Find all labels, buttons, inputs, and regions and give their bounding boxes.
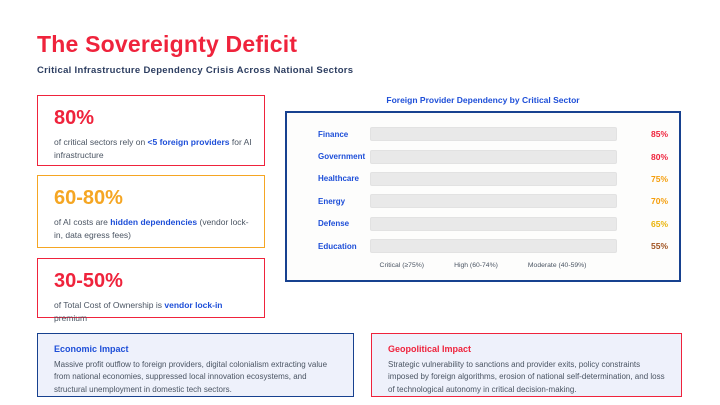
value-label: 55% <box>650 241 668 252</box>
stat-text-pre: of Total Cost of Ownership is <box>54 300 165 310</box>
stat-text-highlight: hidden dependencies <box>110 217 198 227</box>
bar-track <box>370 127 617 142</box>
category-label: Defense <box>318 219 350 229</box>
value-label: 80% <box>650 151 668 162</box>
impact-title: Economic Impact <box>54 344 129 354</box>
geopolitical-impact-panel: Geopolitical Impact Strategic vulnerabil… <box>371 333 682 397</box>
stat-text-post: (vendor lock-in, data egress fees) <box>54 217 249 241</box>
chart-title: Foreign Provider Dependency by Critical … <box>386 95 580 105</box>
stat-value: 30-50% <box>54 270 123 292</box>
stat-text-pre: of AI costs are <box>54 217 111 227</box>
stat-text-highlight: <5 foreign providers <box>147 137 230 147</box>
stat-text-highlight: vendor lock-in <box>164 300 223 310</box>
category-label: Healthcare <box>318 174 359 184</box>
chart-row-defense: Defense 65% <box>287 213 679 235</box>
category-label: Finance <box>318 129 349 139</box>
stat-value: 80% <box>54 107 95 129</box>
bar-track <box>370 194 617 209</box>
bar-track <box>370 216 617 231</box>
chart-row-education: Education 55% <box>287 235 679 257</box>
stat-text-post: premium <box>54 313 88 324</box>
bar-track <box>370 239 617 254</box>
stat-value: 60-80% <box>54 187 123 209</box>
impact-body: Massive profit outflow to foreign provid… <box>54 360 328 394</box>
value-label: 85% <box>650 129 668 140</box>
bar-track <box>370 149 617 164</box>
stat-card-critical-sectors: 80% of critical sectors rely on <5 forei… <box>37 95 265 166</box>
chart-row-government: Government 80% <box>287 145 679 167</box>
legend-item-high: High (60-74%) <box>454 262 498 269</box>
stat-card-tco-premium: 30-50% of Total Cost of Ownership is ven… <box>37 258 265 323</box>
legend-item-critical: Critical (≥75%) <box>379 262 425 269</box>
category-label: Government <box>318 152 366 162</box>
page-title: The Sovereignty Deficit <box>37 31 298 57</box>
impact-body: Strategic vulnerability to sanctions and… <box>388 360 665 394</box>
value-label: 70% <box>650 196 668 207</box>
page-subtitle: Critical Infrastructure Dependency Crisi… <box>37 65 354 76</box>
chart-row-finance: Finance 85% <box>287 123 679 145</box>
stat-text-post: for AI infrastructure <box>54 137 252 161</box>
legend-item-moderate: Moderate (40-59%) <box>527 262 587 269</box>
chart-row-healthcare: Healthcare 75% <box>287 168 679 190</box>
value-label: 75% <box>650 173 668 184</box>
stat-text-pre: of critical sectors rely on <box>54 137 148 147</box>
stat-card-hidden-costs: 60-80% of AI costs are hidden dependenci… <box>37 175 265 248</box>
impact-title: Geopolitical Impact <box>388 344 472 354</box>
economic-impact-panel: Economic Impact Massive profit outflow t… <box>37 333 354 397</box>
chart-row-energy: Energy 70% <box>287 190 679 212</box>
stat-description: of critical sectors rely on <5 foreign p… <box>54 136 252 162</box>
stat-description: of Total Cost of Ownership is vendor loc… <box>54 299 252 325</box>
category-label: Education <box>318 241 357 251</box>
bar-track <box>370 171 617 186</box>
stat-description: of AI costs are hidden dependencies (ven… <box>54 216 252 242</box>
chart-legend: Critical (≥75%) High (60-74%) Moderate (… <box>287 262 679 269</box>
dependency-bar-chart: Finance 85% Government 80% Healthcare 75… <box>285 111 681 282</box>
value-label: 65% <box>650 218 668 229</box>
category-label: Energy <box>318 196 346 206</box>
